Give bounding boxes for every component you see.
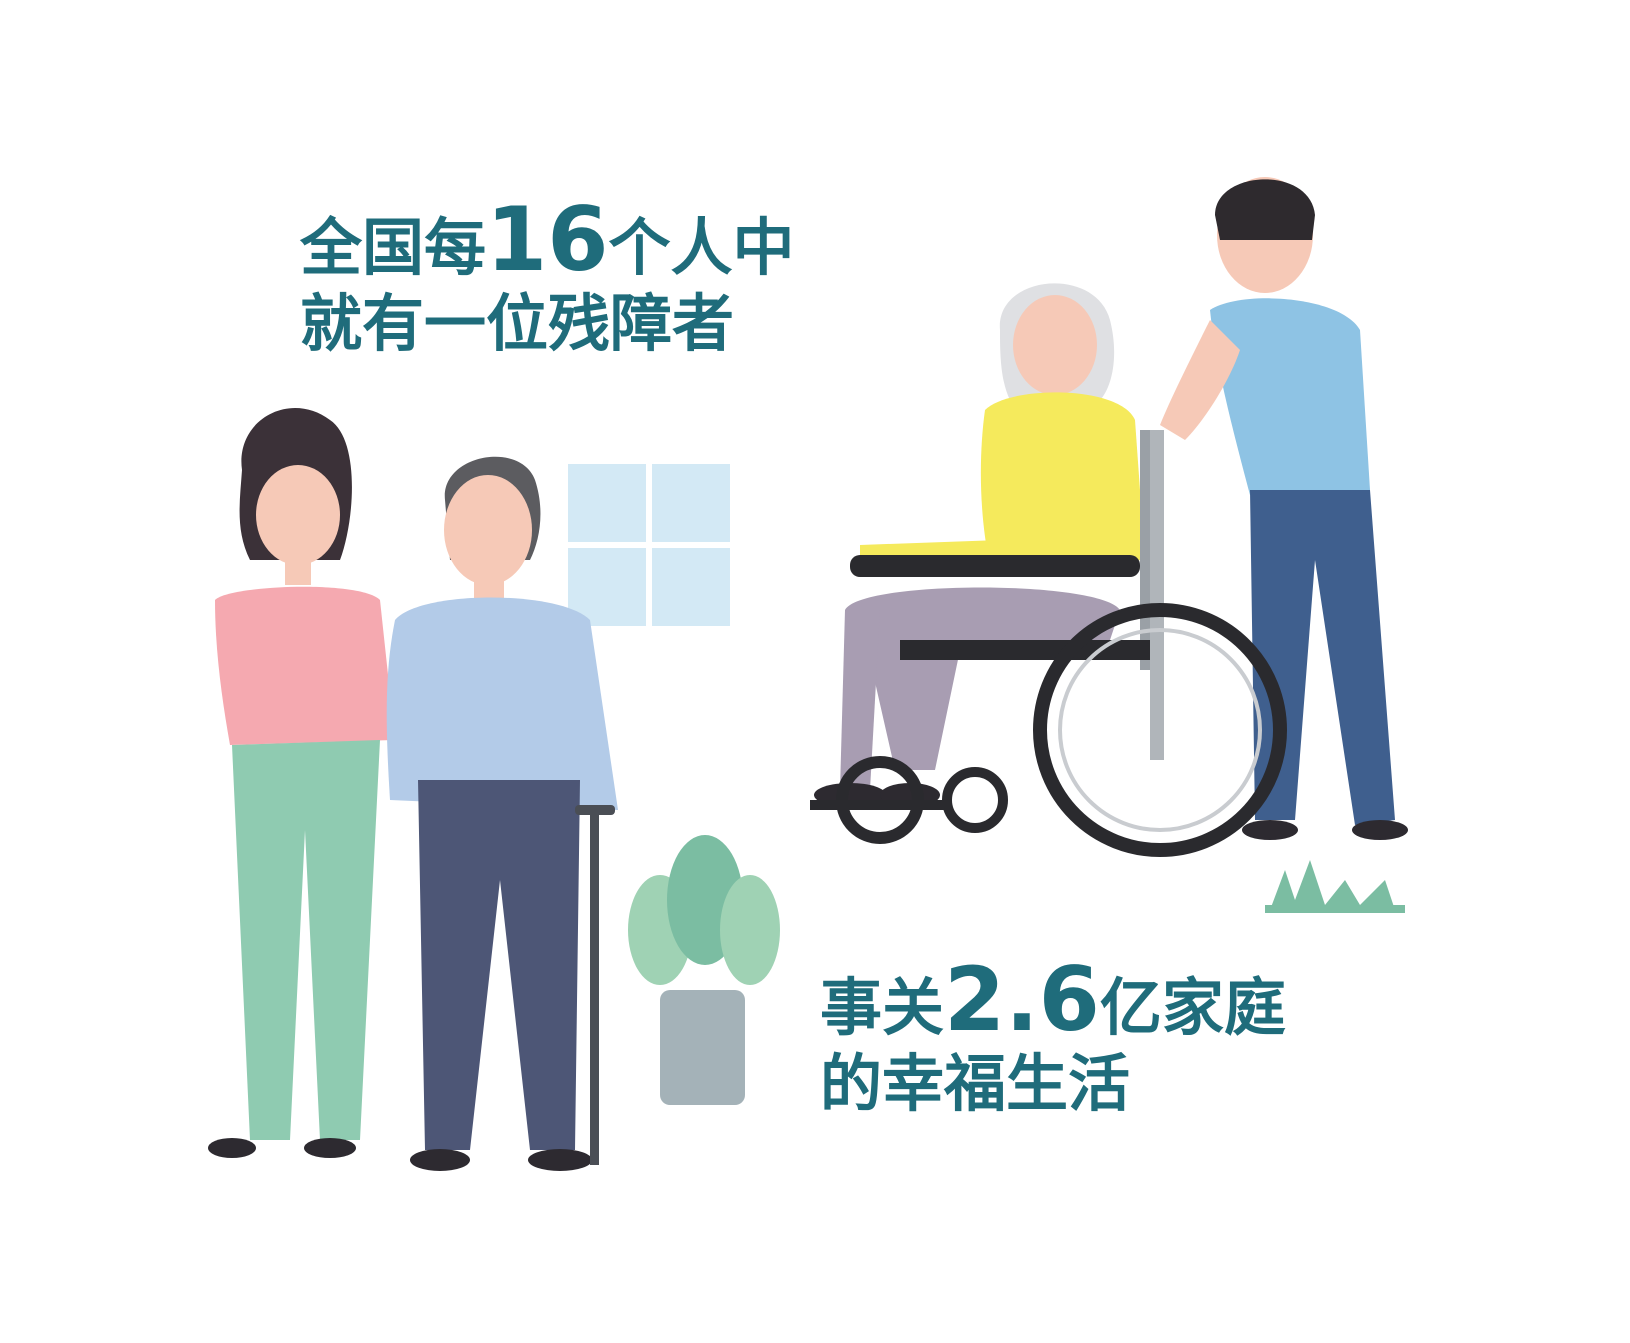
potted-plant [628,835,780,1105]
subline-line-2-text: 的幸福生活 [820,1047,1131,1121]
subline-prefix: 事关 [820,971,945,1045]
subline: 事关 2.6 亿家庭 的幸福生活 [820,948,1286,1115]
headline-prefix: 全国每 [300,211,487,285]
headline-line-1: 全国每 16 个人中 [300,188,795,291]
headline-line-2: 就有一位残障者 [300,293,795,355]
window-graphic [568,464,730,626]
woman-figure [208,408,395,1158]
subline-suffix: 亿家庭 [1099,971,1286,1045]
headline: 全国每 16 个人中 就有一位残障者 [300,188,795,355]
subline-line-1: 事关 2.6 亿家庭 [820,948,1286,1051]
headline-line-2-text: 就有一位残障者 [300,287,735,361]
headline-number: 16 [486,188,609,291]
subline-number: 2.6 [944,948,1100,1051]
wheelchair-group [810,177,1408,913]
headline-suffix: 个人中 [608,211,795,285]
subline-line-2: 的幸福生活 [820,1053,1286,1115]
older-man-figure [386,456,618,1171]
